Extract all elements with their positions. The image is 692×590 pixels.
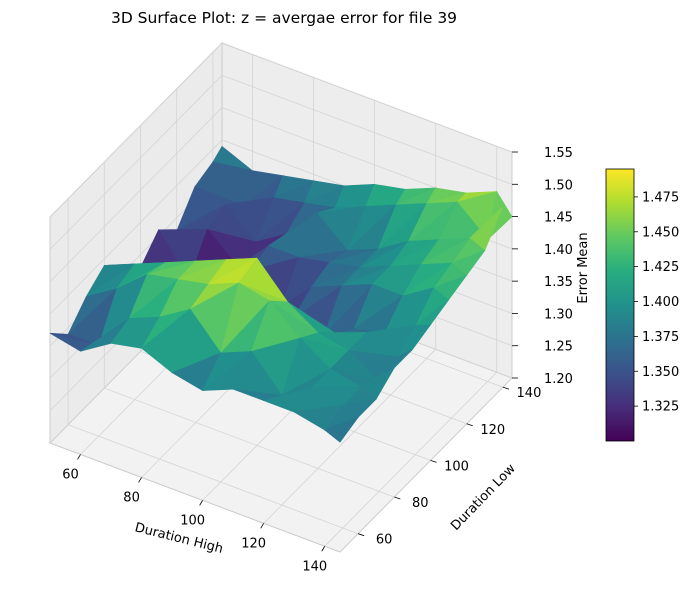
x-tick-label: 80 bbox=[123, 490, 140, 505]
z-tick-label: 1.35 bbox=[544, 275, 573, 290]
z-tick-label: 1.40 bbox=[544, 243, 573, 258]
colorbar-tick-label: 1.400 bbox=[642, 295, 679, 310]
x-tick-label: 100 bbox=[180, 513, 205, 528]
colorbar-tick-label: 1.350 bbox=[642, 365, 679, 380]
y-tick-label: 100 bbox=[444, 459, 469, 474]
x-axis-label: Duration High bbox=[133, 520, 224, 556]
colorbar-ticks: 1.325 1.350 1.375 1.400 1.425 1.450 1.475 bbox=[634, 190, 679, 415]
colorbar-tick-label: 1.325 bbox=[642, 400, 679, 415]
x-tick-label: 140 bbox=[302, 559, 327, 574]
y-tick-label: 140 bbox=[517, 386, 542, 401]
z-tick-label: 1.45 bbox=[544, 211, 573, 226]
colorbar-tick-label: 1.475 bbox=[642, 190, 679, 205]
z-tick-label: 1.30 bbox=[544, 307, 573, 322]
surface-facet bbox=[324, 416, 359, 443]
surface-facet bbox=[293, 404, 344, 431]
x-tick-label: 60 bbox=[62, 467, 79, 482]
z-tick-label: 1.20 bbox=[544, 372, 573, 387]
colorbar-tick-label: 1.450 bbox=[642, 225, 679, 240]
y-tick-label: 80 bbox=[412, 496, 429, 511]
z-tick-label: 1.50 bbox=[544, 178, 573, 193]
colorbar-tick-label: 1.425 bbox=[642, 260, 679, 275]
surface-mesh bbox=[49, 145, 513, 443]
x-tick-label: 120 bbox=[241, 536, 266, 551]
z-tick-label: 1.55 bbox=[544, 146, 573, 161]
colorbar-tick-label: 1.375 bbox=[642, 330, 679, 345]
colorbar bbox=[605, 168, 635, 442]
y-tick-label: 60 bbox=[376, 533, 393, 548]
axis-ticks: 608010012014060801001201401.201.251.301.… bbox=[62, 146, 573, 574]
y-tick-label: 120 bbox=[480, 423, 505, 438]
z-tick-label: 1.25 bbox=[544, 340, 573, 355]
z-axis-label: Error Mean bbox=[576, 232, 591, 303]
chart-title: 3D Surface Plot: z = avergae error for f… bbox=[111, 9, 457, 27]
